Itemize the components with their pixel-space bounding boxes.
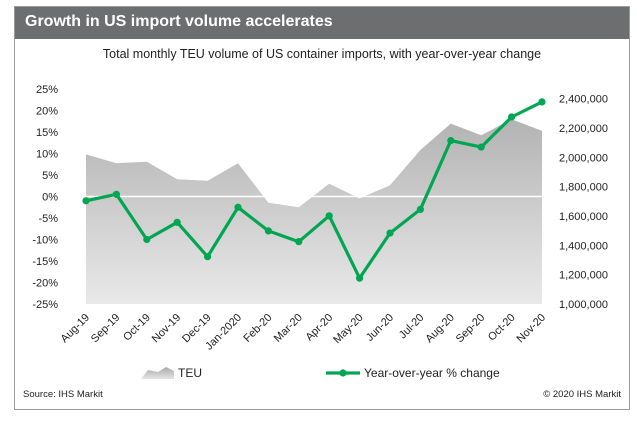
yoy-line — [85, 100, 543, 280]
yoy-point — [143, 235, 151, 244]
yoy-point — [447, 137, 455, 145]
x-tick-label: Sep-19 — [89, 312, 123, 346]
yoy-point — [508, 113, 516, 121]
x-tick-label: Oct-19 — [121, 312, 153, 344]
right-tick-label: 1,400,000 — [559, 240, 608, 252]
right-tick-label: 1,800,000 — [559, 182, 608, 194]
legend-teu-swatch — [141, 367, 174, 379]
teu-area — [86, 119, 542, 304]
x-tick-label: Apr-20 — [303, 312, 335, 344]
left-tick-label: 5% — [42, 170, 58, 182]
yoy-point — [416, 205, 424, 213]
legend-yoy-label: Year-over-year % change — [364, 366, 500, 380]
yoy-point — [295, 238, 303, 246]
left-tick-label: -25% — [32, 299, 58, 311]
right-tick-label: 1,000,000 — [559, 299, 608, 311]
legend-yoy-marker — [339, 369, 347, 377]
yoy-point — [234, 203, 242, 211]
left-tick-label: -10% — [32, 235, 58, 247]
legend-teu-label: TEU — [178, 366, 202, 380]
yoy-point — [325, 212, 333, 220]
x-tick-label: Feb-20 — [241, 312, 274, 345]
right-tick-label: 1,200,000 — [559, 270, 608, 282]
yoy-point — [538, 98, 546, 106]
left-tick-label: 15% — [36, 127, 58, 139]
x-tick-label: Aug-20 — [423, 312, 457, 346]
chart-title: Growth in US import volume accelerates — [25, 13, 333, 30]
x-tick-label: Jul-20 — [397, 312, 427, 342]
left-tick-label: -5% — [38, 213, 58, 225]
x-tick-label: Nov-19 — [150, 312, 184, 346]
chart-subtitle: Total monthly TEU volume of US container… — [102, 47, 542, 61]
source-note: Source: IHS Markit — [23, 389, 103, 400]
x-tick-label: May-20 — [331, 312, 365, 346]
copyright-note: © 2020 IHS Markit — [543, 389, 621, 400]
yoy-point — [477, 143, 485, 151]
yoy-point — [173, 218, 181, 226]
yoy-point — [264, 227, 272, 235]
left-tick-label: 10% — [36, 149, 58, 161]
right-tick-label: 2,400,000 — [559, 94, 608, 106]
x-tick-label: Nov-20 — [515, 312, 549, 346]
left-tick-label: 25% — [36, 84, 58, 96]
title-bar: Growth in US import volume accelerates — [15, 7, 629, 39]
yoy-point — [82, 197, 90, 205]
left-tick-label: -15% — [32, 256, 58, 268]
right-tick-label: 2,200,000 — [559, 123, 608, 135]
left-tick-label: 20% — [36, 106, 58, 118]
x-tick-label: Sep-20 — [454, 312, 488, 346]
left-tick-label: -20% — [32, 278, 58, 290]
yoy-point — [204, 253, 212, 261]
yoy-point — [356, 274, 364, 282]
right-tick-label: 1,600,000 — [559, 211, 608, 223]
yoy-point — [112, 190, 120, 198]
right-tick-label: 2,000,000 — [559, 152, 608, 164]
x-tick-label: Aug-19 — [59, 312, 93, 346]
x-tick-label: Oct-20 — [486, 312, 518, 344]
left-tick-label: 0% — [42, 192, 58, 204]
x-tick-label: Jun-20 — [364, 312, 396, 344]
yoy-point — [386, 229, 394, 237]
x-tick-label: Mar-20 — [272, 312, 305, 345]
